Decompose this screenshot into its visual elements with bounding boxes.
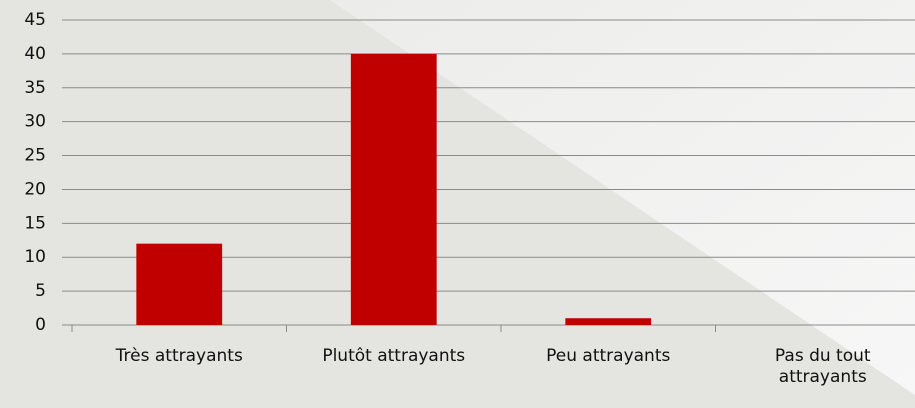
y-tick-label: 30 — [24, 112, 46, 132]
y-tick-label: 20 — [24, 179, 46, 199]
y-tick-label: 0 — [35, 315, 46, 335]
y-tick-label: 25 — [24, 146, 46, 166]
y-tick-label: 40 — [24, 44, 46, 64]
x-tick-label: Très attrayants — [115, 346, 243, 366]
y-tick-label: 45 — [24, 10, 46, 30]
x-tick-label: Peu attrayants — [546, 346, 671, 366]
bar — [136, 243, 223, 325]
x-tick-label: Pas du tout attrayants — [774, 346, 871, 387]
background-shape — [330, 0, 915, 395]
bar — [350, 53, 437, 326]
y-tick-label: 35 — [24, 78, 46, 98]
bar — [565, 318, 652, 325]
x-tick-label: Plutôt attrayants — [322, 346, 466, 366]
y-tick-label: 15 — [24, 213, 46, 233]
y-tick-label: 10 — [24, 247, 46, 267]
y-tick-label: 5 — [35, 281, 46, 301]
